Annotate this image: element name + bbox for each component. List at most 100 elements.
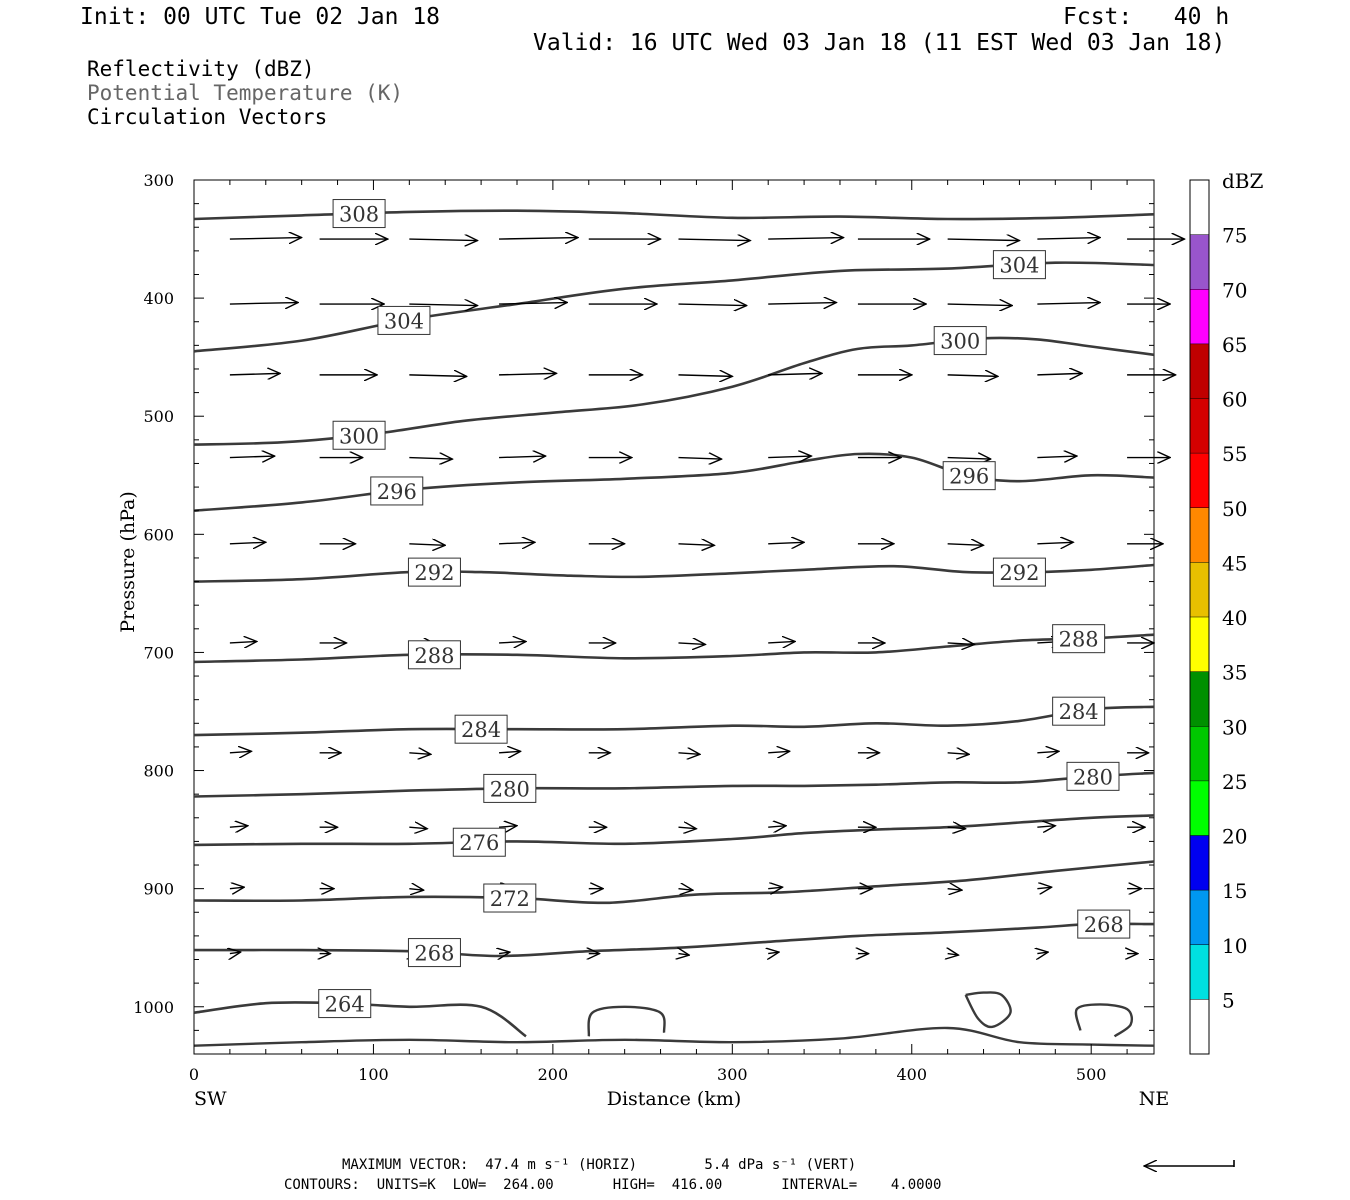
contour-label-box — [407, 640, 461, 670]
contour-label-box — [407, 938, 461, 968]
contour-label: 296 — [949, 465, 989, 489]
contour-label-box — [483, 883, 537, 913]
colorbar-bin — [1190, 726, 1209, 781]
circulation-vector — [409, 239, 477, 241]
y-tick-label: 900 — [143, 880, 174, 899]
contour-label: 300 — [339, 424, 379, 448]
contour-label-box — [332, 420, 386, 450]
contour-label: 276 — [459, 831, 499, 855]
circulation-vector — [409, 375, 466, 377]
circulation-vector — [229, 373, 280, 375]
circulation-vector — [947, 827, 966, 829]
circulation-vector — [230, 952, 241, 954]
contour-label: 280 — [1073, 765, 1113, 789]
circulation-vector — [229, 887, 244, 889]
colorbar-label: 55 — [1222, 442, 1247, 466]
colorbar-label: 75 — [1222, 224, 1247, 248]
circulation-vector — [229, 751, 252, 753]
contour-label-box — [452, 827, 506, 857]
contour-label: 268 — [1084, 913, 1124, 937]
colorbar-label: 70 — [1222, 278, 1247, 302]
circulation-vector — [768, 456, 811, 458]
colorbar-label: 25 — [1222, 770, 1247, 794]
circulation-vector — [499, 641, 526, 643]
circulation-vector — [499, 952, 510, 954]
circulation-vector — [768, 751, 790, 753]
contour-label: 284 — [461, 718, 501, 742]
contour-label-box — [377, 305, 431, 335]
x-tick-label: 300 — [717, 1065, 748, 1084]
isentrope-268 — [193, 922, 1155, 958]
contour-label-box — [1052, 624, 1106, 654]
contour-label: 288 — [414, 644, 454, 668]
circulation-vector — [229, 456, 275, 458]
x-left-label: SW — [194, 1088, 227, 1110]
contour-label: 284 — [1059, 700, 1099, 724]
circulation-vector — [229, 826, 248, 828]
contour-label: 308 — [339, 203, 379, 227]
circulation-vector — [678, 304, 746, 306]
isentrope-276 — [193, 814, 1155, 847]
circulation-vector — [947, 753, 970, 755]
circulation-vector — [1037, 238, 1100, 240]
colorbar-bin — [1190, 999, 1209, 1054]
contour-label: 300 — [940, 330, 980, 354]
colorbar-bin — [1190, 234, 1209, 290]
legend-potential-temperature: Potential Temperature (K) — [87, 81, 404, 105]
y-tick-label: 300 — [143, 171, 174, 190]
colorbar-label: 15 — [1222, 879, 1247, 903]
circulation-vector — [499, 542, 535, 544]
circulation-vector — [678, 544, 714, 546]
contour-label: 292 — [414, 561, 454, 585]
circulation-vector — [409, 827, 427, 829]
circulation-vector — [409, 304, 477, 306]
circulation-vector — [678, 889, 692, 891]
colorbar-unit: dBZ — [1222, 169, 1264, 193]
circulation-vector — [947, 304, 1013, 306]
circulation-vector — [409, 753, 431, 755]
circulation-vector — [499, 456, 546, 458]
colorbar-bin — [1190, 180, 1209, 235]
contour-label-box — [942, 461, 996, 491]
colorbar-label: 60 — [1222, 388, 1247, 412]
contour-label: 268 — [414, 942, 454, 966]
contour-label-box — [1066, 761, 1120, 791]
contour-label-box — [1052, 696, 1106, 726]
x-tick-label: 500 — [1076, 1065, 1107, 1084]
legend-reflectivity: Reflectivity (dBZ) — [87, 57, 315, 81]
contour-label: 280 — [490, 777, 530, 801]
colorbar-bin — [1190, 671, 1209, 727]
y-axis-title: Pressure (hPa) — [117, 491, 139, 633]
circulation-vector — [947, 889, 962, 891]
x-tick-label: 400 — [896, 1065, 927, 1084]
circulation-vector — [229, 303, 298, 305]
circulation-vector — [947, 458, 991, 460]
colorbar-label: 5 — [1222, 988, 1235, 1012]
colorbar-bin — [1190, 343, 1209, 399]
circulation-vector — [229, 238, 302, 240]
colorbar-label: 10 — [1222, 934, 1247, 958]
circulation-vector — [678, 643, 705, 645]
contour-label-box — [992, 557, 1046, 587]
surface-cell-contour — [587, 1005, 666, 1037]
contour-label-box — [483, 773, 537, 803]
circulation-vector — [1037, 542, 1073, 544]
y-tick-label: 800 — [143, 762, 174, 781]
y-tick-label: 500 — [143, 407, 174, 426]
circulation-vector — [498, 751, 521, 753]
isentrope-280 — [193, 771, 1155, 798]
y-tick-label: 1000 — [133, 998, 174, 1017]
colorbar-bin — [1190, 944, 1209, 1000]
colorbar-label: 65 — [1222, 333, 1247, 357]
circulation-vector — [947, 544, 984, 546]
circulation-vector — [1037, 373, 1082, 375]
circulation-vector — [1037, 952, 1048, 954]
circulation-vector — [678, 827, 696, 829]
circulation-vector — [768, 641, 795, 643]
colorbar-label: 35 — [1222, 661, 1247, 685]
circulation-vector — [1037, 456, 1076, 458]
circulation-vector — [768, 373, 822, 375]
circulation-vector — [678, 954, 689, 956]
isentrope-288 — [193, 633, 1155, 664]
x-tick-label: 200 — [538, 1065, 569, 1084]
